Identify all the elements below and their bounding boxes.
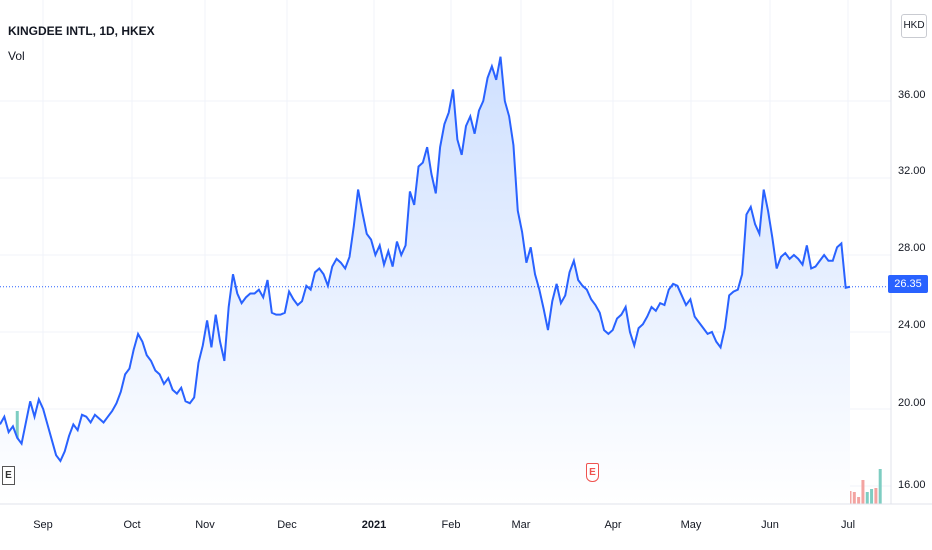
x-tick-label: Jun	[761, 519, 779, 531]
x-tick-label: Apr	[604, 519, 622, 531]
price-area-fill	[0, 56, 850, 504]
volume-label: Vol	[8, 49, 25, 63]
volume-bar	[861, 480, 865, 504]
chart-title: KINGDEE INTL, 1D, HKEX	[8, 24, 155, 38]
x-tick-label: Jul	[840, 519, 856, 531]
volume-bar	[870, 489, 874, 504]
x-tick-label: Nov	[195, 519, 215, 531]
volume-bar	[857, 497, 861, 504]
x-tick-label: May	[680, 519, 702, 531]
price-line	[0, 56, 851, 463]
x-tick-label: Sep	[33, 519, 53, 531]
x-tick-label: Mar	[511, 519, 531, 531]
y-tick-label: 28.00	[898, 242, 926, 254]
volume-bar	[852, 492, 856, 504]
earnings-marker[interactable]: E	[2, 466, 15, 485]
current-price-tag: 26.35	[888, 275, 928, 293]
x-tick-label: Oct	[123, 519, 141, 531]
volume-bar	[874, 488, 878, 504]
earnings-marker[interactable]: E	[586, 463, 599, 482]
y-tick-label: 16.00	[898, 479, 926, 491]
currency-button[interactable]: HKD	[901, 14, 927, 38]
y-tick-label: 20.00	[898, 397, 926, 409]
x-tick-label: Dec	[277, 519, 297, 531]
volume-bar	[865, 492, 869, 504]
y-tick-label: 32.00	[898, 165, 926, 177]
y-tick-label: 36.00	[898, 89, 926, 101]
y-tick-label: 24.00	[898, 319, 926, 331]
x-tick-label: Feb	[441, 519, 461, 531]
volume-bar	[878, 469, 882, 504]
x-tick-label: 2021	[361, 519, 387, 531]
